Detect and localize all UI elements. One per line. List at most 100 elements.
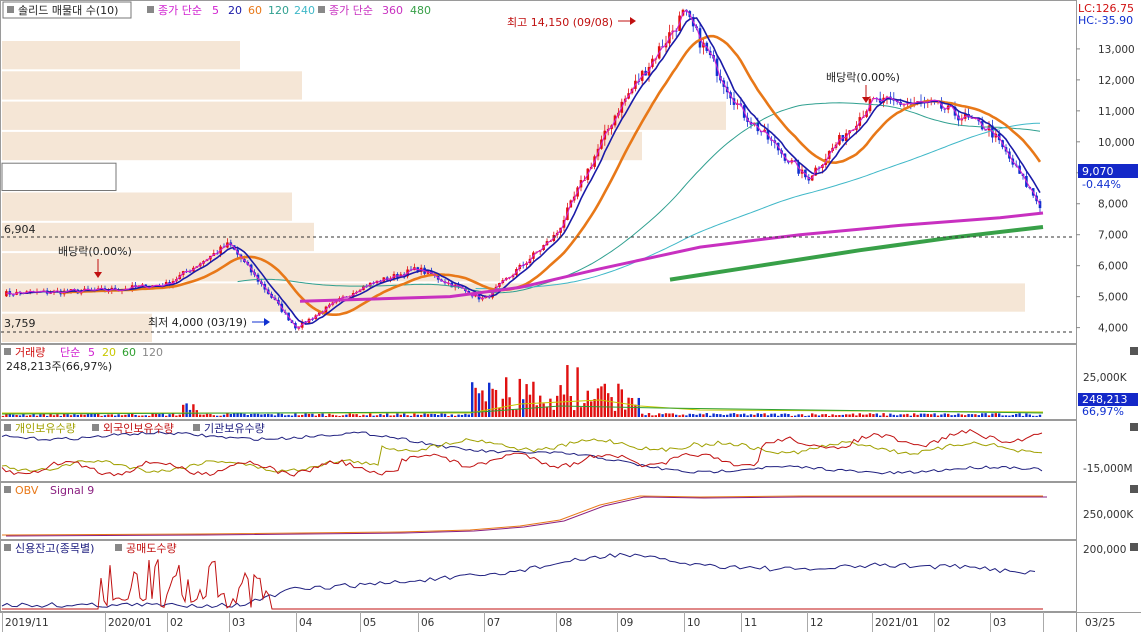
volume-bar xyxy=(858,413,861,417)
volume-bar xyxy=(647,413,651,417)
obv-toggle-icon[interactable] xyxy=(4,486,11,493)
volume-bar xyxy=(328,413,331,417)
volume-bar xyxy=(542,403,545,417)
volume-bar xyxy=(450,414,453,417)
short-toggle-icon[interactable] xyxy=(115,544,122,551)
volume-value: 248,213주(66,97%) xyxy=(6,360,112,373)
indicator-toggle-icon[interactable] xyxy=(7,6,14,13)
volume-bar xyxy=(457,414,460,417)
volume-bar xyxy=(165,415,168,417)
dividend-annotation-2: 배당락(0.00%) xyxy=(826,71,900,84)
ma360-line xyxy=(299,211,1044,303)
ma-period-60: 60 xyxy=(248,4,262,17)
volume-bar xyxy=(39,414,42,417)
price-tick-label: 13,000 xyxy=(1098,44,1135,56)
volume-bar xyxy=(773,413,776,417)
volume-bar xyxy=(797,414,800,417)
volume-bar xyxy=(902,414,906,417)
volume-bar xyxy=(926,413,929,417)
price-tick-label: 11,000 xyxy=(1098,106,1135,118)
dividend-annotation-1: 배당락(0.00%) xyxy=(58,245,132,258)
volume-bar xyxy=(552,409,555,417)
volume-bar xyxy=(790,415,793,417)
volume-close-icon[interactable] xyxy=(1130,347,1138,355)
investor-toggle-icon[interactable] xyxy=(4,424,11,431)
volume-bar xyxy=(777,415,780,417)
volume-bar xyxy=(365,415,368,417)
volume-bar xyxy=(879,415,882,417)
obv-line xyxy=(1,495,1043,536)
ma2-toggle-icon[interactable] xyxy=(318,6,325,13)
institution-toggle-icon[interactable] xyxy=(193,424,200,431)
volume-bar xyxy=(668,413,671,417)
volume-bar xyxy=(957,413,960,417)
volume-bar xyxy=(573,410,576,417)
volume-bar xyxy=(998,413,1001,417)
volume-bar xyxy=(154,413,158,417)
individual-line xyxy=(1,438,1043,473)
volume-current-box xyxy=(1078,393,1138,406)
indicator-box[interactable] xyxy=(2,1,132,19)
volume-bar xyxy=(807,415,810,417)
volume-bar xyxy=(692,414,695,417)
volume-bar xyxy=(845,414,848,417)
volume-bar xyxy=(726,414,729,417)
volume-bar xyxy=(1025,413,1028,417)
volume-bar xyxy=(936,415,940,417)
volume-bar xyxy=(950,415,953,417)
price-tick-label: 10,000 xyxy=(1098,137,1135,149)
time-tick-label: 05 xyxy=(363,617,376,629)
volume-bar xyxy=(586,390,589,417)
volume-bar xyxy=(233,413,236,417)
volume-bar xyxy=(688,413,691,417)
volume-bar xyxy=(406,415,409,417)
volume-bar xyxy=(267,413,270,417)
investor-close-icon[interactable] xyxy=(1130,423,1138,431)
ma-period-120: 120 xyxy=(268,4,289,17)
time-tick-label: 03 xyxy=(232,617,245,629)
volume-bar xyxy=(664,413,668,417)
hc-value: HC:-35.90 xyxy=(1078,14,1133,27)
volume-toggle-icon[interactable] xyxy=(4,348,11,355)
volume-bar xyxy=(199,414,202,417)
volume-bar xyxy=(994,413,997,417)
volume-bar xyxy=(32,414,35,417)
volume-bar xyxy=(477,393,481,417)
volume-bar xyxy=(651,415,654,417)
ma-label: 종가 단순 xyxy=(158,4,202,17)
volume-bar xyxy=(933,413,936,417)
volume-bar xyxy=(396,413,399,417)
time-tick-label: 2019/11 xyxy=(5,617,49,629)
volume-bar xyxy=(872,414,875,417)
ma-period-480: 480 xyxy=(410,4,431,17)
volume-bar xyxy=(862,414,865,417)
volume-ma60-line xyxy=(1,405,1044,415)
credit-close-icon[interactable] xyxy=(1130,543,1138,551)
volume-bar xyxy=(460,414,464,417)
series-individual-label: 개인보유수량 xyxy=(15,422,76,435)
volume-bar xyxy=(766,415,770,417)
volume-current-pct: 66,97% xyxy=(1082,405,1124,418)
volume-bar xyxy=(277,413,280,417)
volume-bar xyxy=(743,413,746,417)
foreign-toggle-icon[interactable] xyxy=(92,424,99,431)
volume-bar xyxy=(681,414,685,417)
volume-bar xyxy=(698,413,702,417)
volume-bar xyxy=(314,415,317,417)
price-tick-label: 7,000 xyxy=(1098,230,1128,242)
volume-bar xyxy=(137,415,141,417)
credit-toggle-icon[interactable] xyxy=(4,544,11,551)
obv-close-icon[interactable] xyxy=(1130,485,1138,493)
volume-bar xyxy=(226,413,229,417)
volume-bar xyxy=(416,414,419,417)
volume-bar xyxy=(246,415,249,417)
volume-bar xyxy=(253,413,256,417)
volume-bar xyxy=(579,407,583,417)
volume-bar xyxy=(1008,415,1011,417)
lc-value: LC:126.75 xyxy=(1078,2,1134,15)
ma-toggle-icon[interactable] xyxy=(147,6,154,13)
price-tick-label: 4,000 xyxy=(1098,323,1128,335)
time-tick-label: 2021/01 xyxy=(875,617,919,629)
